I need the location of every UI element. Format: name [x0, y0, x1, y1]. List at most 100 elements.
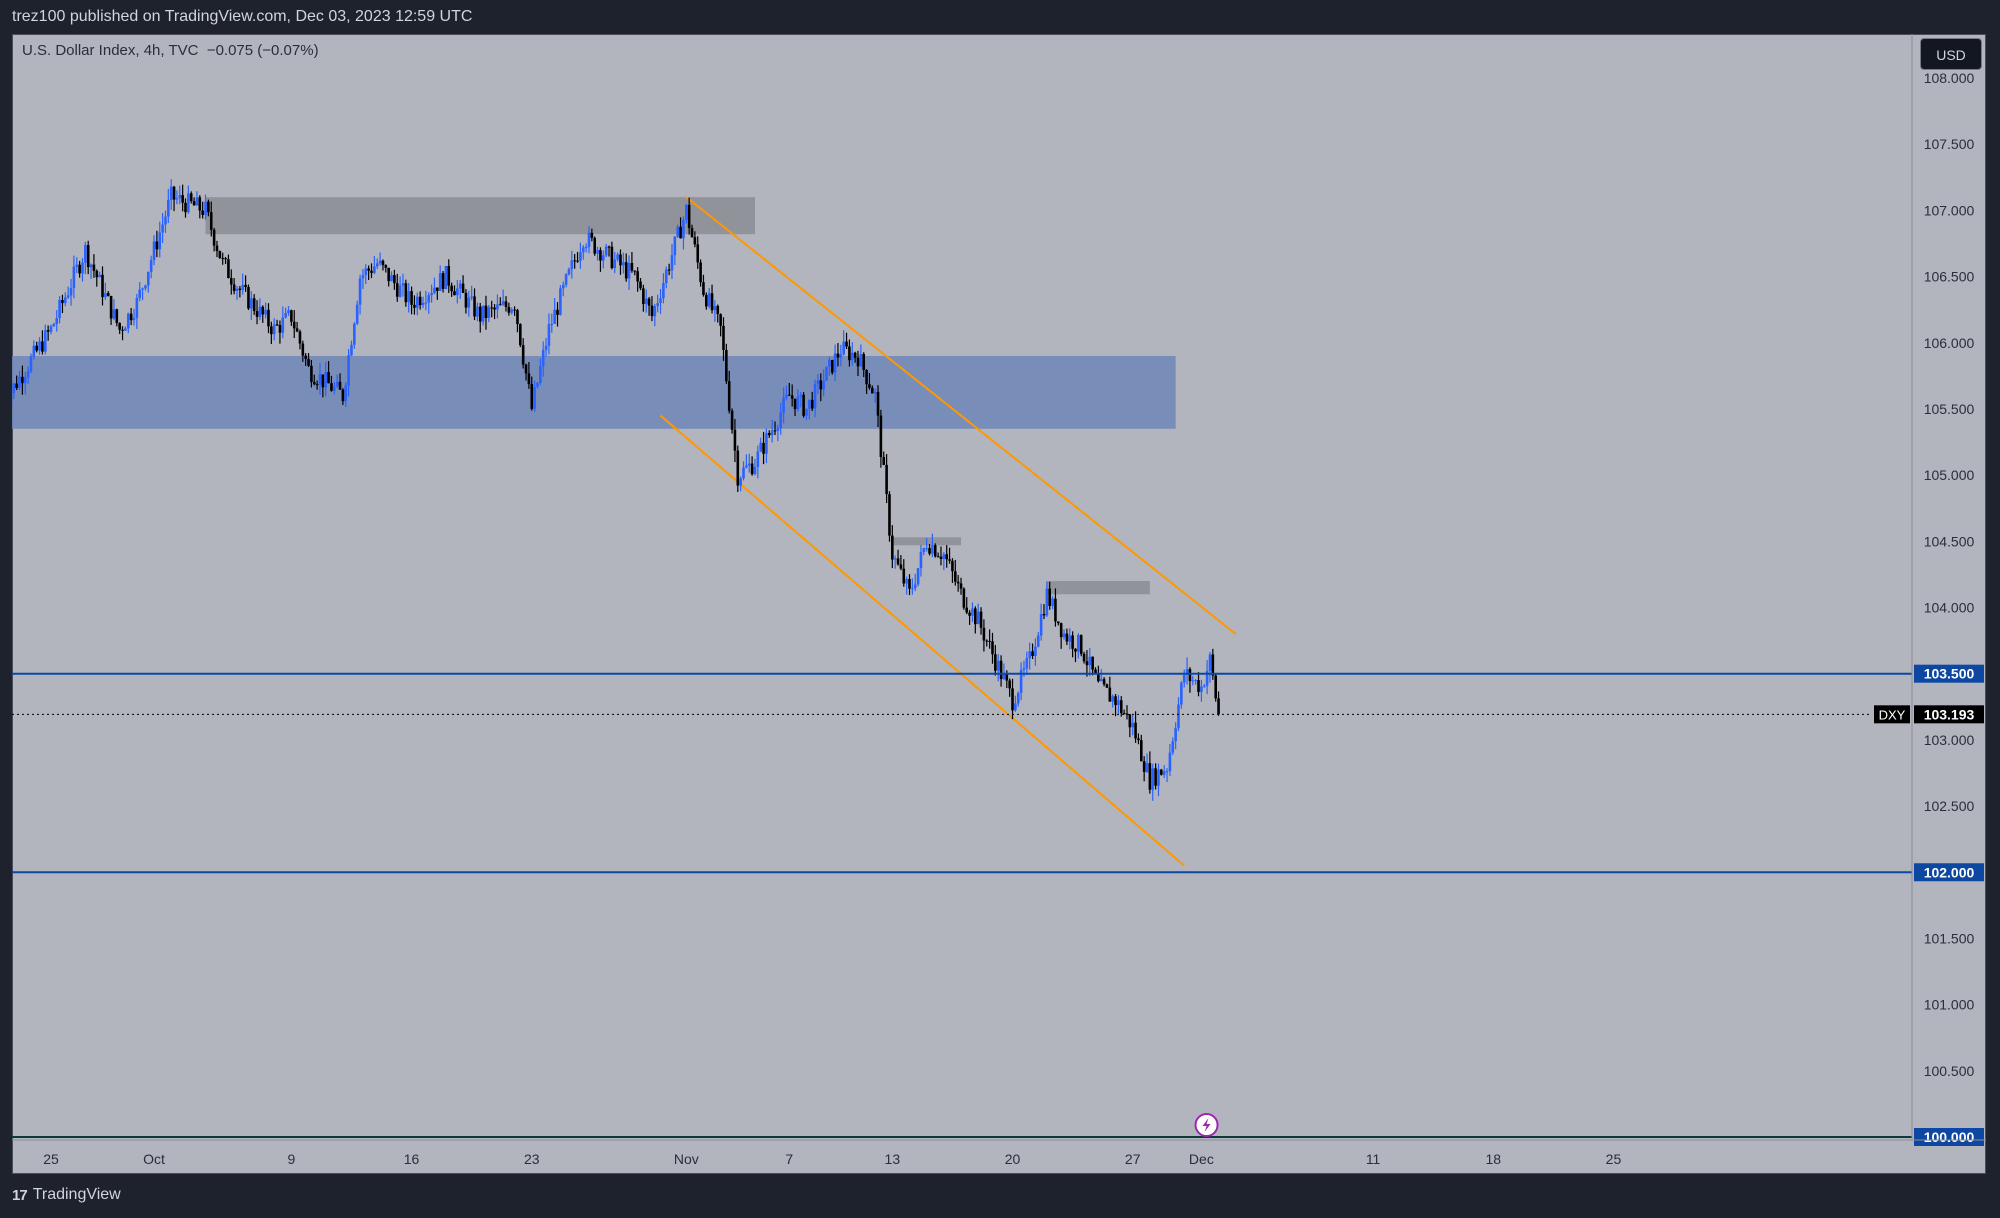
candle-body [1068, 635, 1072, 642]
candle-body [662, 283, 665, 299]
candle-body [1177, 704, 1180, 729]
price-axis: 108.000 107.500 107.000 106.500 106.000 105.5… [1911, 34, 1975, 1139]
candle-body [842, 341, 845, 355]
candle-body [925, 548, 928, 550]
candle-body [559, 288, 562, 315]
candle-body [991, 641, 994, 655]
time-tick-label: 18 [1485, 1151, 1501, 1167]
candle-body [224, 258, 227, 260]
candle-body [630, 263, 634, 271]
candle-body [1057, 621, 1060, 624]
candle-body [304, 355, 307, 359]
candle-body [496, 304, 499, 310]
candle-body [1202, 685, 1206, 687]
candle-body [241, 284, 245, 290]
candle-body [788, 394, 791, 396]
candle-body [126, 313, 130, 329]
candle-body [765, 432, 768, 454]
candle-body [207, 201, 210, 213]
zones-layer [12, 197, 1176, 595]
candle-body [865, 369, 868, 385]
candle-body [1065, 633, 1069, 642]
candle-body [965, 607, 969, 613]
candle-body [227, 259, 230, 279]
candle-body [713, 305, 717, 311]
candle-body [939, 556, 943, 559]
candle-body [1051, 598, 1054, 606]
candle-body [968, 612, 971, 616]
candle-body [756, 451, 760, 468]
channel-layer [659, 196, 1237, 867]
last-symbol-badge [1874, 705, 1910, 724]
candle-body [232, 284, 236, 291]
candle-body [825, 366, 828, 381]
candle-body [1197, 680, 1200, 693]
candle-body [38, 341, 41, 351]
candle-body [444, 266, 448, 289]
candle-body [785, 394, 788, 398]
candle-body [272, 324, 276, 335]
candle-body [633, 270, 637, 272]
candle-body [893, 558, 897, 560]
candle-body [1039, 613, 1043, 636]
candle-body [953, 571, 957, 582]
candle-body [378, 260, 382, 264]
candle-body [1016, 692, 1020, 704]
candle-body [218, 250, 222, 259]
candle-body [390, 275, 393, 282]
candle-body [564, 274, 568, 285]
candle-body [913, 584, 917, 589]
candle-body [427, 295, 431, 303]
candle-body [373, 266, 376, 273]
candle-body [519, 324, 522, 346]
candle-body [730, 410, 734, 430]
candle-body [307, 358, 310, 366]
candle-body [673, 236, 677, 256]
candle-body [891, 535, 894, 560]
candle-body [15, 383, 18, 389]
candle-body [1005, 674, 1009, 681]
candle-body [1077, 635, 1080, 652]
price-tick-label: 104.500 [1924, 533, 1975, 549]
candle-body [1217, 698, 1220, 715]
candle-body [370, 270, 373, 273]
candle-body [816, 380, 820, 384]
candle-body [650, 305, 654, 317]
candle-body [86, 245, 90, 268]
candle-body [164, 216, 167, 225]
candle-body [653, 306, 657, 317]
candle-body [1108, 687, 1112, 702]
candle-body [261, 306, 265, 315]
candle-body [808, 399, 811, 409]
candle-body [395, 283, 399, 297]
candle-body [278, 324, 282, 333]
candle-body [779, 412, 783, 428]
candle-body [315, 384, 319, 386]
candle-body [204, 201, 207, 215]
level-badge-102.000 [1914, 863, 1984, 882]
candle-body [129, 313, 133, 321]
candle-body [762, 442, 765, 454]
currency-button[interactable]: USD [1920, 38, 1982, 70]
candle-body [996, 660, 1000, 671]
candle-body [404, 283, 408, 303]
candle-body [375, 263, 379, 267]
candle-body [936, 556, 940, 558]
candle-body [324, 371, 328, 388]
candle-body [859, 354, 863, 367]
time-tick-label: 25 [1606, 1151, 1622, 1167]
candle-body [318, 374, 322, 385]
candle-body [556, 309, 559, 315]
candle-body [1194, 680, 1197, 682]
candle-body [670, 255, 674, 271]
price-tick-label: 101.500 [1924, 930, 1975, 946]
candle-body [464, 292, 468, 308]
footer-brand[interactable]: 17 TradingView [12, 1186, 121, 1204]
candle-body [805, 408, 808, 416]
candle-body [979, 611, 983, 628]
candle-body [167, 199, 170, 217]
candle-body [664, 269, 668, 284]
candle-body [1097, 673, 1100, 682]
candle-body [905, 579, 908, 584]
